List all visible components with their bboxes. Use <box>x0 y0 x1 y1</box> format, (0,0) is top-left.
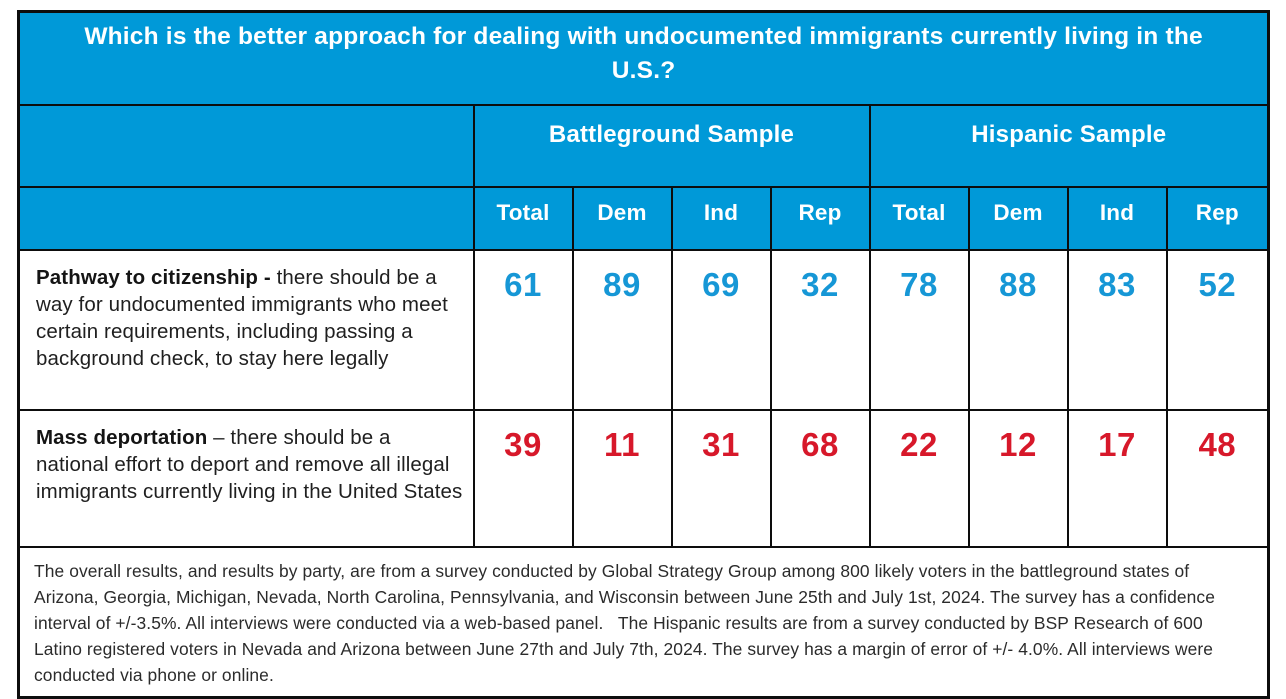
column-header-hispanic-ind: Ind <box>1066 185 1168 251</box>
row-label-text: – there should be a national effort to d… <box>36 425 463 504</box>
value-cell: 83 <box>1066 248 1168 411</box>
column-header-battleground-ind: Ind <box>670 185 772 251</box>
sample-header-hispanic: Hispanic Sample <box>868 103 1270 188</box>
table-title: Which is the better approach for dealing… <box>17 10 1270 106</box>
row-label-bold: Pathway to citizenship - <box>36 265 271 289</box>
row-label-mass-deportation: Mass deportation – there should be a nat… <box>17 408 475 548</box>
value-cell: 78 <box>868 248 970 411</box>
value-cell: 22 <box>868 408 970 548</box>
value-cell: 12 <box>967 408 1069 548</box>
value-cell: 61 <box>472 248 574 411</box>
table-row: Pathway to citizenship - there should be… <box>17 248 1270 411</box>
value-cell: 68 <box>769 408 871 548</box>
value-cell: 89 <box>571 248 673 411</box>
blank-corner-cell <box>17 185 475 251</box>
value-cell: 11 <box>571 408 673 548</box>
column-header-hispanic-total: Total <box>868 185 970 251</box>
row-label-text: there should be a way for undocumented i… <box>36 265 448 371</box>
survey-table: Which is the better approach for dealing… <box>17 10 1271 699</box>
sample-header-battleground: Battleground Sample <box>472 103 871 188</box>
value-cell: 17 <box>1066 408 1168 548</box>
row-label-bold: Mass deportation <box>36 425 208 449</box>
column-header-battleground-dem: Dem <box>571 185 673 251</box>
row-label-pathway: Pathway to citizenship - there should be… <box>17 248 475 411</box>
value-cell: 88 <box>967 248 1069 411</box>
value-cell: 39 <box>472 408 574 548</box>
value-cell: 31 <box>670 408 772 548</box>
methodology-footnote: The overall results, and results by part… <box>17 545 1270 699</box>
blank-corner-cell <box>17 103 475 188</box>
column-header-battleground-rep: Rep <box>769 185 871 251</box>
column-header-hispanic-dem: Dem <box>967 185 1069 251</box>
value-cell: 52 <box>1165 248 1270 411</box>
column-header-hispanic-rep: Rep <box>1165 185 1270 251</box>
value-cell: 69 <box>670 248 772 411</box>
table-row: Mass deportation – there should be a nat… <box>17 408 1270 548</box>
column-header-battleground-total: Total <box>472 185 574 251</box>
value-cell: 32 <box>769 248 871 411</box>
value-cell: 48 <box>1165 408 1270 548</box>
